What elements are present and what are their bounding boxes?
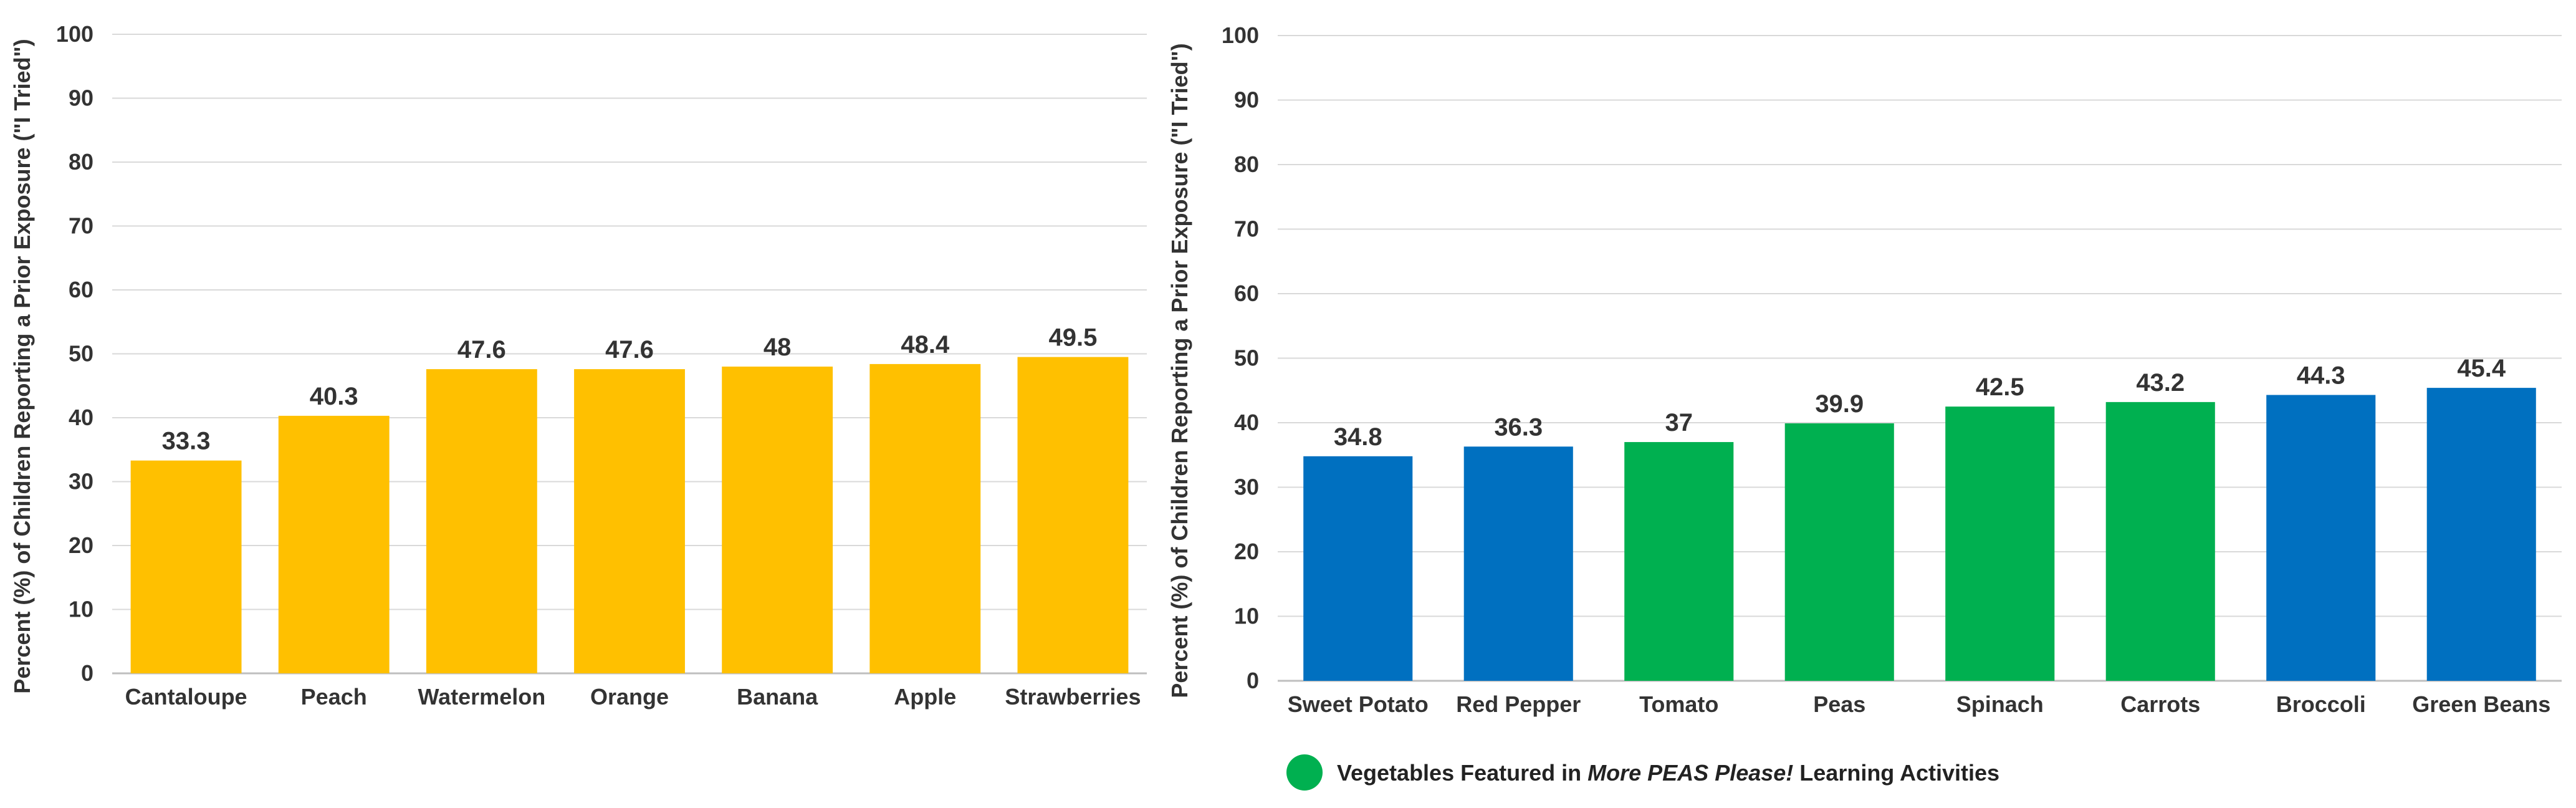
fruit-bar-strawberries [1017,357,1129,673]
veg-x-tick-label: Spinach [1956,691,2044,717]
veg-y-tick-label: 10 [1234,604,1259,629]
veg-bar-spinach [1945,406,2055,681]
fruit-data-label: 47.6 [605,336,654,363]
veg-data-label: 36.3 [1494,413,1543,441]
fruit-x-tick-label: Apple [894,684,956,709]
veg-bar-tomato [1624,442,1734,681]
fruit-bar-peach [278,415,390,673]
veg-bar-sweet-potato [1303,456,1413,681]
veg-data-label: 34.8 [1334,423,1382,451]
fruit-data-label: 40.3 [310,383,358,410]
veg-data-label: 45.4 [2457,355,2506,382]
fruit-y-tick-label: 50 [69,341,93,367]
veg-bar-carrots [2105,402,2215,681]
fruit-data-label: 49.5 [1048,324,1097,352]
veg-y-tick-label: 20 [1234,539,1259,564]
veg-y-tick-label: 90 [1234,87,1259,113]
fruit-y-tick-label: 80 [69,149,93,175]
veg-y-tick-label: 70 [1234,216,1259,242]
veg-y-tick-label: 100 [1222,22,1259,48]
veg-x-tick-label: Peas [1813,691,1865,717]
fruit-y-tick-label: 90 [69,85,93,111]
fruit-x-tick-label: Peach [301,684,367,709]
veg-bar-green-beans [2426,388,2536,681]
fruit-x-tick-label: Orange [590,684,669,709]
fruit-data-label: 33.3 [162,428,211,455]
vegetable-legend: Vegetables Featured in More PEAS Please!… [1286,754,1999,791]
veg-data-label: 44.3 [2297,362,2345,389]
fruit-chart: 0 10 20 30 40 50 60 70 80 90 100 Percent (%) of Chi… [9,21,1147,709]
veg-data-label: 43.2 [2136,369,2185,397]
fruit-x-tick-label: Cantaloupe [125,684,247,709]
fruit-y-tick-label: 60 [69,277,93,302]
fruit-y-tick-label: 100 [56,21,93,47]
veg-data-label: 37 [1665,409,1693,436]
veg-y-tick-label: 50 [1234,345,1259,371]
fruit-x-tick-label: Banana [737,684,818,709]
fruit-data-label: 47.6 [457,336,506,363]
legend-text-before: Vegetables Featured in [1337,760,1587,786]
fruit-bar-watermelon [426,369,537,673]
fruit-y-tick-label: 40 [69,405,93,430]
fruit-bar-cantaloupe [130,460,242,673]
fruit-data-label: 48 [764,334,792,361]
fruit-data-label: 48.4 [901,331,950,358]
fruit-bar-apple [869,363,981,673]
veg-y-tick-label: 80 [1234,152,1259,177]
veg-bar-broccoli [2266,395,2376,681]
legend-text-after: Learning Activities [1793,760,1999,786]
veg-x-tick-label: Sweet Potato [1288,691,1429,717]
veg-x-tick-label: Red Pepper [1456,691,1581,717]
fruit-x-tick-label: Strawberries [1005,684,1141,709]
veg-y-tick-label: 60 [1234,281,1259,306]
fruit-y-tick-label: 30 [69,469,93,494]
fruit-y-tick-label: 20 [69,532,93,558]
fruit-y-tick-label: 0 [81,660,93,686]
veg-x-tick-label: Green Beans [2412,691,2550,717]
fruit-x-tick-label: Watermelon [418,684,546,709]
veg-data-label: 42.5 [1976,373,2024,401]
fruit-y-axis-label: Percent (%) of Children Reporting a Prio… [9,39,35,693]
veg-y-tick-label: 30 [1234,474,1259,500]
vegetable-chart: 0 10 20 30 40 50 60 70 80 90 100 Percent (%) of Chi… [1167,22,2562,717]
veg-bar-peas [1784,423,1894,681]
fruit-y-tick-label: 70 [69,213,93,239]
veg-bar-red-pepper [1463,446,1573,681]
legend-label: Vegetables Featured in More PEAS Please!… [1337,760,1999,786]
veg-y-tick-label: 0 [1247,668,1259,693]
veg-x-tick-label: Broccoli [2276,691,2366,717]
veg-x-tick-label: Carrots [2120,691,2200,717]
veg-y-tick-label: 40 [1234,410,1259,435]
veg-x-tick-label: Tomato [1639,691,1718,717]
fruit-bar-banana [722,367,833,673]
veg-data-label: 39.9 [1815,390,1864,418]
veg-y-axis-label: Percent (%) of Children Reporting a Prio… [1167,43,1192,698]
legend-text-emphasis: More PEAS Please! [1587,760,1793,786]
fruit-y-tick-label: 10 [69,597,93,622]
fruit-bar-orange [574,369,685,673]
legend-swatch-featured [1286,754,1323,791]
